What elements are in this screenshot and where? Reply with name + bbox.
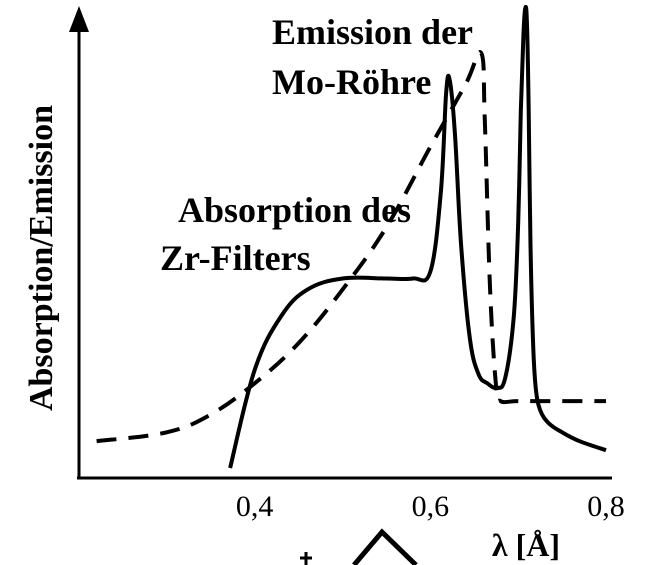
x-tick-label: 0,8: [587, 490, 625, 523]
absorption-series-line: [96, 50, 606, 444]
cropped-fragment-mark: [352, 528, 418, 565]
cropped-fragment-mark: [300, 552, 312, 565]
x-tick-label: 0,4: [236, 490, 274, 523]
y-axis-arrowhead: [69, 6, 89, 32]
absorption-annotation-line1: Absorption des: [178, 190, 411, 230]
x-axis-label: λ [Å]: [492, 527, 560, 563]
emission-annotation-line1: Emission der: [272, 12, 473, 52]
emission-annotation-line2: Mo-Röhre: [272, 62, 431, 102]
absorption-annotation-line2: Zr-Filters: [160, 238, 311, 278]
y-axis-label: Absorption/Emission: [23, 105, 60, 411]
x-tick-label: 0,6: [412, 490, 450, 523]
